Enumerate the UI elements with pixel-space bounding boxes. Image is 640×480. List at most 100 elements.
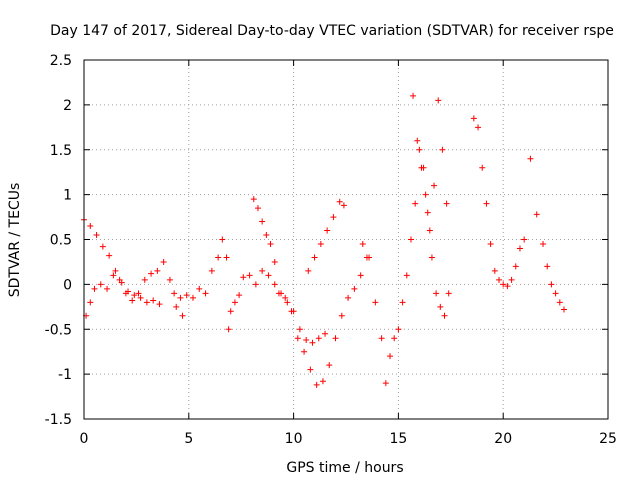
- series-arc-b: [83, 258, 186, 319]
- data-point: [521, 236, 528, 243]
- y-tick-label: -0.5: [45, 322, 72, 338]
- series-arc-e: [240, 267, 329, 346]
- data-point: [231, 299, 238, 306]
- data-point: [225, 326, 232, 333]
- series-arc-k: [410, 92, 450, 234]
- data-point: [309, 339, 316, 346]
- x-axis-ticks: 0 5 10 15 20 25: [80, 60, 617, 447]
- data-point: [116, 276, 123, 283]
- data-point: [305, 267, 312, 274]
- data-point: [322, 330, 329, 337]
- data-point: [324, 227, 331, 234]
- data-point: [135, 290, 142, 297]
- grid: [84, 60, 608, 419]
- data-point: [303, 337, 310, 344]
- data-point: [403, 272, 410, 279]
- data-point: [263, 232, 270, 239]
- data-point: [399, 299, 406, 306]
- y-tick-label: -1.5: [45, 412, 72, 428]
- data-point: [351, 285, 358, 292]
- data-point: [148, 270, 155, 277]
- data-point: [512, 263, 519, 270]
- data-point: [441, 312, 448, 319]
- data-point: [345, 294, 352, 301]
- plot-frame: [83, 59, 609, 420]
- data-point: [366, 254, 373, 261]
- data-point: [173, 303, 180, 310]
- data-point: [236, 292, 243, 299]
- x-tick-label: 10: [285, 431, 303, 447]
- x-tick-label: 20: [494, 431, 512, 447]
- data-point: [240, 274, 247, 281]
- data-point: [97, 281, 104, 288]
- data-point: [252, 281, 259, 288]
- data-point: [496, 276, 503, 283]
- series-arc-f: [250, 196, 278, 265]
- data-points: [81, 92, 567, 388]
- series-arc-m: [540, 240, 567, 313]
- data-point: [189, 294, 196, 301]
- data-point: [483, 200, 490, 207]
- data-point: [470, 115, 477, 122]
- data-point: [414, 137, 421, 144]
- data-point: [294, 335, 301, 342]
- data-point: [540, 240, 547, 247]
- x-tick-label: 0: [80, 431, 89, 447]
- data-point: [552, 290, 559, 297]
- data-point: [183, 292, 190, 299]
- data-point: [338, 312, 345, 319]
- data-point: [104, 285, 111, 292]
- data-point: [129, 297, 136, 304]
- data-point: [439, 146, 446, 153]
- data-point: [250, 196, 257, 203]
- data-point: [443, 200, 450, 207]
- data-point: [387, 353, 394, 360]
- data-point: [223, 254, 230, 261]
- data-point: [288, 308, 295, 315]
- data-point: [110, 272, 117, 279]
- y-axis-label: SDTVAR / TECUs: [7, 183, 23, 298]
- data-point: [87, 299, 94, 306]
- series-arc-c: [171, 254, 222, 301]
- data-point: [357, 272, 364, 279]
- data-point: [141, 276, 148, 283]
- data-point: [131, 292, 138, 299]
- data-point: [424, 209, 431, 216]
- data-point: [282, 294, 289, 301]
- x-tick-label: 25: [599, 431, 617, 447]
- data-point: [267, 240, 274, 247]
- series-arc-g: [275, 254, 370, 388]
- data-point: [166, 276, 173, 283]
- data-point: [296, 326, 303, 333]
- data-point: [246, 272, 253, 279]
- series-arc-l: [470, 115, 540, 290]
- data-point: [196, 285, 203, 292]
- data-point: [271, 258, 278, 265]
- data-point: [307, 366, 314, 373]
- data-point: [433, 290, 440, 297]
- data-point: [418, 164, 425, 171]
- data-point: [160, 258, 167, 265]
- data-point: [533, 211, 540, 218]
- data-point: [500, 281, 507, 288]
- data-point: [330, 214, 337, 221]
- series-arc-a: [81, 216, 163, 308]
- data-point: [177, 294, 184, 301]
- data-point: [372, 299, 379, 306]
- data-point: [340, 202, 347, 209]
- data-point: [227, 308, 234, 315]
- data-point: [215, 254, 222, 261]
- data-point: [479, 164, 486, 171]
- data-point: [428, 254, 435, 261]
- data-point: [548, 281, 555, 288]
- data-point: [311, 254, 318, 261]
- data-point: [91, 285, 98, 292]
- y-tick-label: 0.5: [50, 233, 72, 249]
- y-tick-label: 0: [63, 277, 72, 293]
- data-point: [106, 252, 113, 259]
- data-point: [99, 243, 106, 250]
- y-tick-label: 2.5: [50, 53, 72, 69]
- data-point: [516, 245, 523, 252]
- data-point: [426, 227, 433, 234]
- data-point: [410, 92, 417, 99]
